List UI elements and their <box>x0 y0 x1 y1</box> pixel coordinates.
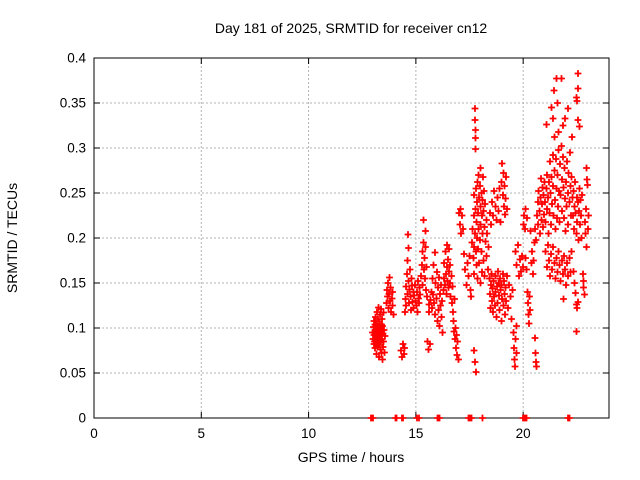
y-tick-label: 0.2 <box>67 231 86 246</box>
y-tick-label: 0.05 <box>60 366 86 381</box>
y-tick-label: 0.1 <box>67 321 86 336</box>
y-tick-labels: 0 0.05 0.1 0.15 0.2 0.25 0.3 0.35 0.4 <box>60 51 87 426</box>
y-axis-label: SRMTID / TECUs <box>4 183 20 293</box>
y-tick-label: 0 <box>78 411 86 426</box>
x-tick-label: 0 <box>90 426 98 441</box>
y-tick-label: 0.15 <box>60 276 86 291</box>
y-tick-label: 0.35 <box>60 96 86 111</box>
x-tick-label: 20 <box>516 426 531 441</box>
chart-title: Day 181 of 2025, SRMTID for receiver cn1… <box>215 20 488 36</box>
y-tick-label: 0.3 <box>67 141 86 156</box>
y-tick-label: 0.25 <box>60 186 86 201</box>
x-tick-label: 5 <box>198 426 206 441</box>
x-axis-label: GPS time / hours <box>298 449 405 465</box>
plot-frame <box>93 57 610 419</box>
x-tick-label: 15 <box>408 426 423 441</box>
y-tick-label: 0.4 <box>67 51 86 66</box>
x-tick-labels: 0 5 10 15 20 <box>90 426 530 441</box>
scatter-points <box>367 70 592 422</box>
x-tick-label: 10 <box>301 426 316 441</box>
grid-lines <box>94 58 609 418</box>
